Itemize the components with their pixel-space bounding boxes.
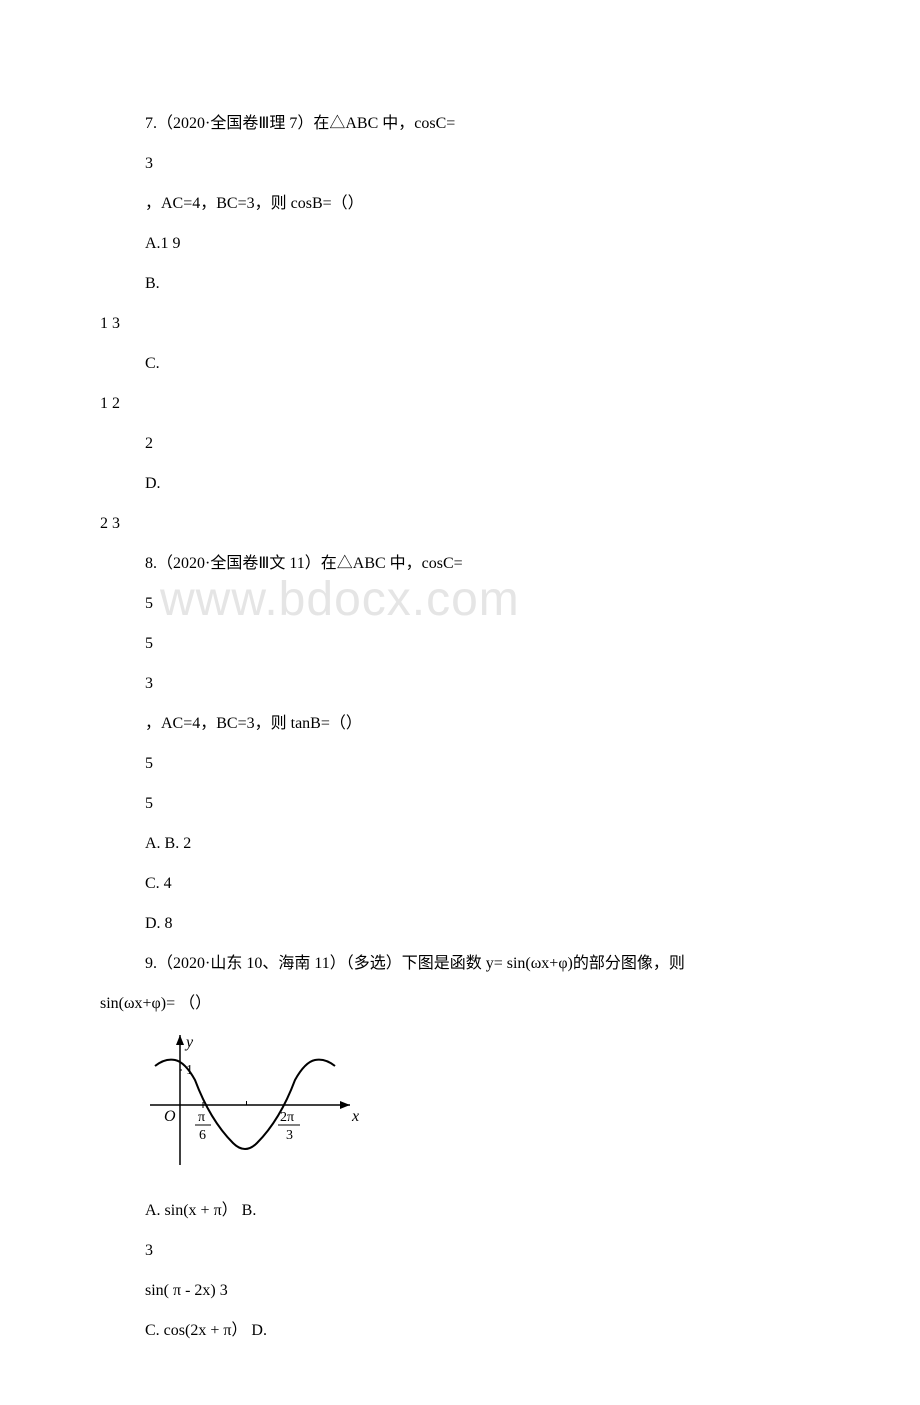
text-line: 3 [100, 1235, 820, 1267]
text-line: 5 [100, 628, 820, 660]
text-line: 9.（2020·山东 10、海南 11）（多选）下图是函数 y= sin(ωx+… [100, 948, 820, 980]
text-line: 8.（2020·全国卷Ⅲ文 11）在△ABC 中，cosC= [100, 548, 820, 580]
text-line: A. B. 2 [100, 828, 820, 860]
text-line: A. sin(x + π） B. [100, 1195, 820, 1227]
text-line: sin(ωx+φ)= （） [100, 988, 820, 1020]
text-line: 5 [100, 748, 820, 780]
sine-graph-svg: y x O 1 π 6 2π 3 [145, 1030, 365, 1180]
text-line: C. 4 [100, 868, 820, 900]
text-line: B. [100, 268, 820, 300]
text-line: 1 2 [100, 388, 820, 420]
text-line: D. [100, 468, 820, 500]
text-line: 3 [100, 668, 820, 700]
sine-graph: y x O 1 π 6 2π 3 [145, 1030, 820, 1185]
text-line: sin( π - 2x) 3 [100, 1275, 820, 1307]
text-line: 2 3 [100, 508, 820, 540]
svg-text:y: y [184, 1034, 194, 1051]
text-line: D. 8 [100, 908, 820, 940]
text-line: ，AC=4，BC=3，则 cosB=（） [100, 188, 820, 220]
text-lines-container: 7.（2020·全国卷Ⅲ理 7）在△ABC 中，cosC= 3 ，AC=4，BC=3… [100, 108, 820, 1020]
svg-text:O: O [164, 1108, 176, 1125]
text-line: 1 3 [100, 308, 820, 340]
svg-text:1: 1 [186, 1063, 193, 1078]
text-line: 5 [100, 788, 820, 820]
svg-text:3: 3 [286, 1128, 293, 1143]
text-line: 5 [100, 588, 820, 620]
after-graph-lines-container: A. sin(x + π） B. 3 sin( π - 2x) 3 C. cos(2x… [100, 1195, 820, 1347]
svg-text:2π: 2π [280, 1110, 294, 1125]
svg-text:x: x [351, 1108, 359, 1125]
text-line: A.1 9 [100, 228, 820, 260]
text-line: 7.（2020·全国卷Ⅲ理 7）在△ABC 中，cosC= [100, 108, 820, 140]
text-line: 3 [100, 148, 820, 180]
text-line: C. cos(2x + π） D. [100, 1315, 820, 1347]
text-line: ，AC=4，BC=3，则 tanB=（） [100, 708, 820, 740]
text-line: 2 [100, 428, 820, 460]
svg-text:6: 6 [199, 1128, 206, 1143]
document-content: 7.（2020·全国卷Ⅲ理 7）在△ABC 中，cosC= 3 ，AC=4，BC=3… [0, 0, 920, 1405]
svg-text:π: π [198, 1110, 205, 1125]
text-line: C. [100, 348, 820, 380]
